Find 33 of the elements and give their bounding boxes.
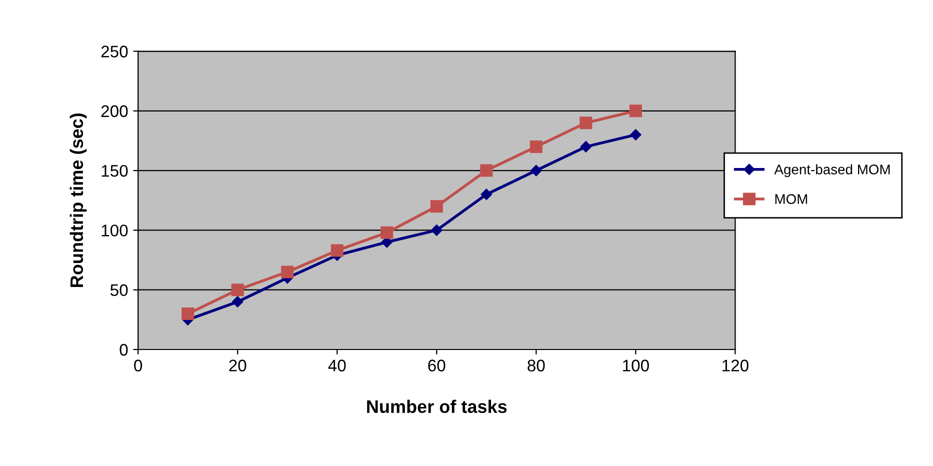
x-tick-label: 80 — [528, 360, 545, 372]
x-tick-label: 20 — [229, 360, 246, 372]
point — [630, 129, 642, 140]
point — [380, 226, 394, 239]
x-tick-label: 120 — [722, 360, 748, 372]
x-tick-label: 60 — [428, 360, 446, 372]
y-tick-label: 0 — [120, 344, 128, 356]
point — [580, 141, 592, 152]
x-tick-label: 0 — [134, 360, 142, 372]
y-tick-label: 50 — [110, 284, 128, 296]
x-axis-title: Number of tasks — [367, 400, 507, 414]
point — [480, 188, 492, 200]
x-tick-label: 40 — [328, 360, 346, 372]
y-tick-label: 100 — [102, 224, 128, 236]
point — [480, 164, 493, 177]
y-tick-label: 150 — [102, 164, 128, 177]
legend-label: Agent-based MOM — [774, 164, 890, 178]
point — [530, 140, 542, 153]
point — [232, 296, 244, 308]
point — [580, 116, 592, 130]
point — [182, 307, 194, 320]
y-axis-title: Roundtrip time (sec) — [70, 114, 87, 287]
point — [330, 244, 344, 257]
point — [530, 164, 542, 176]
legend-label: MOM — [775, 194, 808, 204]
point — [281, 266, 294, 278]
point — [431, 224, 442, 236]
x-tick-label: 100 — [623, 360, 649, 372]
y-tick-label: 200 — [101, 105, 128, 118]
point — [430, 200, 443, 213]
y-tick-label: 250 — [101, 46, 128, 58]
point — [231, 284, 244, 296]
point — [629, 104, 642, 118]
